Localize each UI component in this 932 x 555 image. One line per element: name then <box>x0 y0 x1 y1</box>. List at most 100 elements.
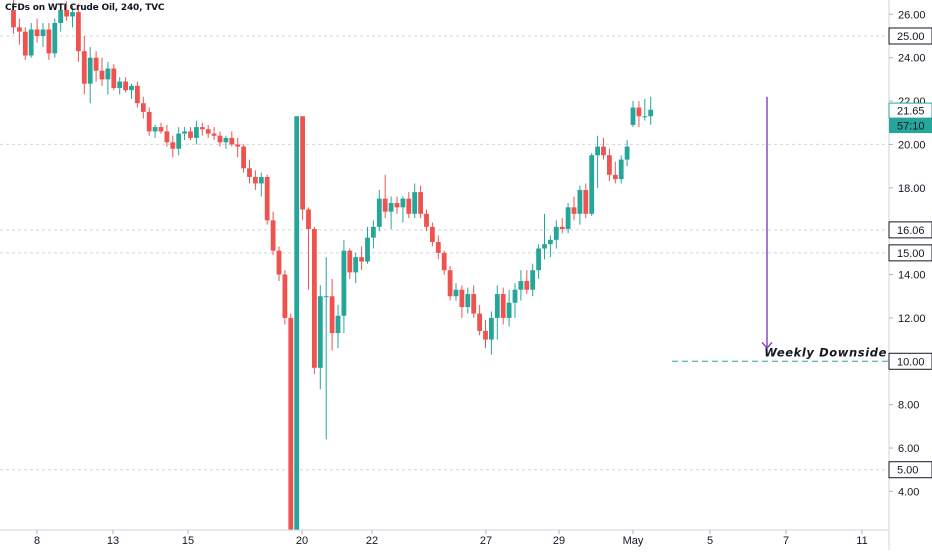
candle[interactable] <box>512 283 518 318</box>
candle[interactable] <box>294 116 300 530</box>
candle[interactable] <box>371 220 376 249</box>
candle[interactable] <box>52 18 58 58</box>
candle[interactable] <box>22 27 28 60</box>
candle[interactable] <box>81 35 87 95</box>
candle[interactable] <box>471 285 477 318</box>
candle[interactable] <box>459 285 465 318</box>
candle[interactable] <box>211 127 217 141</box>
candle[interactable] <box>500 287 506 325</box>
candle[interactable] <box>199 122 205 136</box>
candle[interactable] <box>58 3 64 32</box>
candle[interactable] <box>28 22 34 58</box>
candle[interactable] <box>64 1 69 21</box>
candle[interactable] <box>536 244 541 279</box>
candle[interactable] <box>205 124 211 138</box>
candle[interactable] <box>435 235 441 260</box>
candle[interactable] <box>40 22 46 47</box>
candle[interactable] <box>46 22 52 60</box>
candle[interactable] <box>140 96 146 119</box>
last-price-tag[interactable]: 21.65 <box>888 102 932 119</box>
candle[interactable] <box>300 116 305 221</box>
candle[interactable] <box>34 18 40 43</box>
candle[interactable] <box>388 196 394 230</box>
candle[interactable] <box>577 185 583 225</box>
candle[interactable] <box>636 101 642 128</box>
candle[interactable] <box>400 196 406 223</box>
candle[interactable] <box>589 153 595 216</box>
bar-countdown-tag[interactable]: 57:10 <box>889 118 932 134</box>
candle[interactable] <box>312 226 317 375</box>
candle[interactable] <box>453 283 459 301</box>
candle[interactable] <box>105 62 111 95</box>
candle[interactable] <box>152 124 158 138</box>
candle[interactable] <box>601 137 606 160</box>
candle[interactable] <box>642 98 648 121</box>
candle[interactable] <box>353 252 359 284</box>
candle[interactable] <box>612 161 618 184</box>
price-level-tag[interactable]: 16.06 <box>888 221 932 239</box>
candle[interactable] <box>571 196 577 221</box>
candle[interactable] <box>483 320 488 349</box>
candle[interactable] <box>11 0 16 34</box>
candle[interactable] <box>188 127 193 141</box>
candle[interactable] <box>229 131 235 147</box>
candle[interactable] <box>583 183 589 219</box>
candle[interactable] <box>542 213 547 260</box>
candle[interactable] <box>347 248 353 279</box>
candle[interactable] <box>117 77 123 95</box>
candle[interactable] <box>335 304 341 349</box>
candle[interactable] <box>530 263 536 297</box>
candle[interactable] <box>618 155 624 184</box>
candle[interactable] <box>76 3 81 63</box>
candle[interactable] <box>494 285 500 340</box>
candle[interactable] <box>412 183 418 219</box>
candle[interactable] <box>341 239 347 334</box>
downside-arrow-head[interactable] <box>761 341 773 350</box>
candle[interactable] <box>217 131 223 147</box>
candle[interactable] <box>329 278 335 351</box>
candle[interactable] <box>99 57 105 86</box>
candle[interactable] <box>430 222 435 247</box>
candle[interactable] <box>170 135 176 158</box>
candle[interactable] <box>406 192 412 219</box>
candle[interactable] <box>129 83 134 99</box>
candle[interactable] <box>382 174 388 219</box>
candle[interactable] <box>270 211 276 256</box>
candle[interactable] <box>518 270 524 301</box>
candle[interactable] <box>276 246 282 282</box>
candle[interactable] <box>359 246 364 271</box>
candle[interactable] <box>164 124 170 147</box>
candle[interactable] <box>465 287 471 314</box>
candle[interactable] <box>93 51 99 82</box>
candle[interactable] <box>306 207 311 290</box>
candle[interactable] <box>135 81 140 108</box>
candle[interactable] <box>524 270 530 295</box>
candle[interactable] <box>17 18 22 45</box>
price-level-tag[interactable]: 5.00 <box>888 461 932 479</box>
candle[interactable] <box>288 313 294 530</box>
candle[interactable] <box>565 202 571 234</box>
candle[interactable] <box>376 189 382 232</box>
candle[interactable] <box>323 257 329 440</box>
candle[interactable] <box>317 285 323 390</box>
price-level-tag[interactable]: 15.00 <box>888 244 932 262</box>
candle[interactable] <box>87 46 93 104</box>
candle[interactable] <box>595 135 600 188</box>
candle[interactable] <box>158 122 164 134</box>
candle[interactable] <box>70 5 75 28</box>
candle[interactable] <box>146 107 152 136</box>
candle[interactable] <box>447 265 453 301</box>
price-level-tag[interactable]: 10.00 <box>888 352 932 370</box>
candle[interactable] <box>235 137 241 158</box>
candle[interactable] <box>559 218 565 234</box>
candle[interactable] <box>282 270 288 325</box>
candle[interactable] <box>247 159 252 184</box>
candle[interactable] <box>548 235 553 258</box>
candle[interactable] <box>194 120 199 145</box>
candle[interactable] <box>258 172 264 197</box>
candle[interactable] <box>394 196 400 214</box>
candle[interactable] <box>176 127 182 156</box>
candle[interactable] <box>441 250 447 275</box>
